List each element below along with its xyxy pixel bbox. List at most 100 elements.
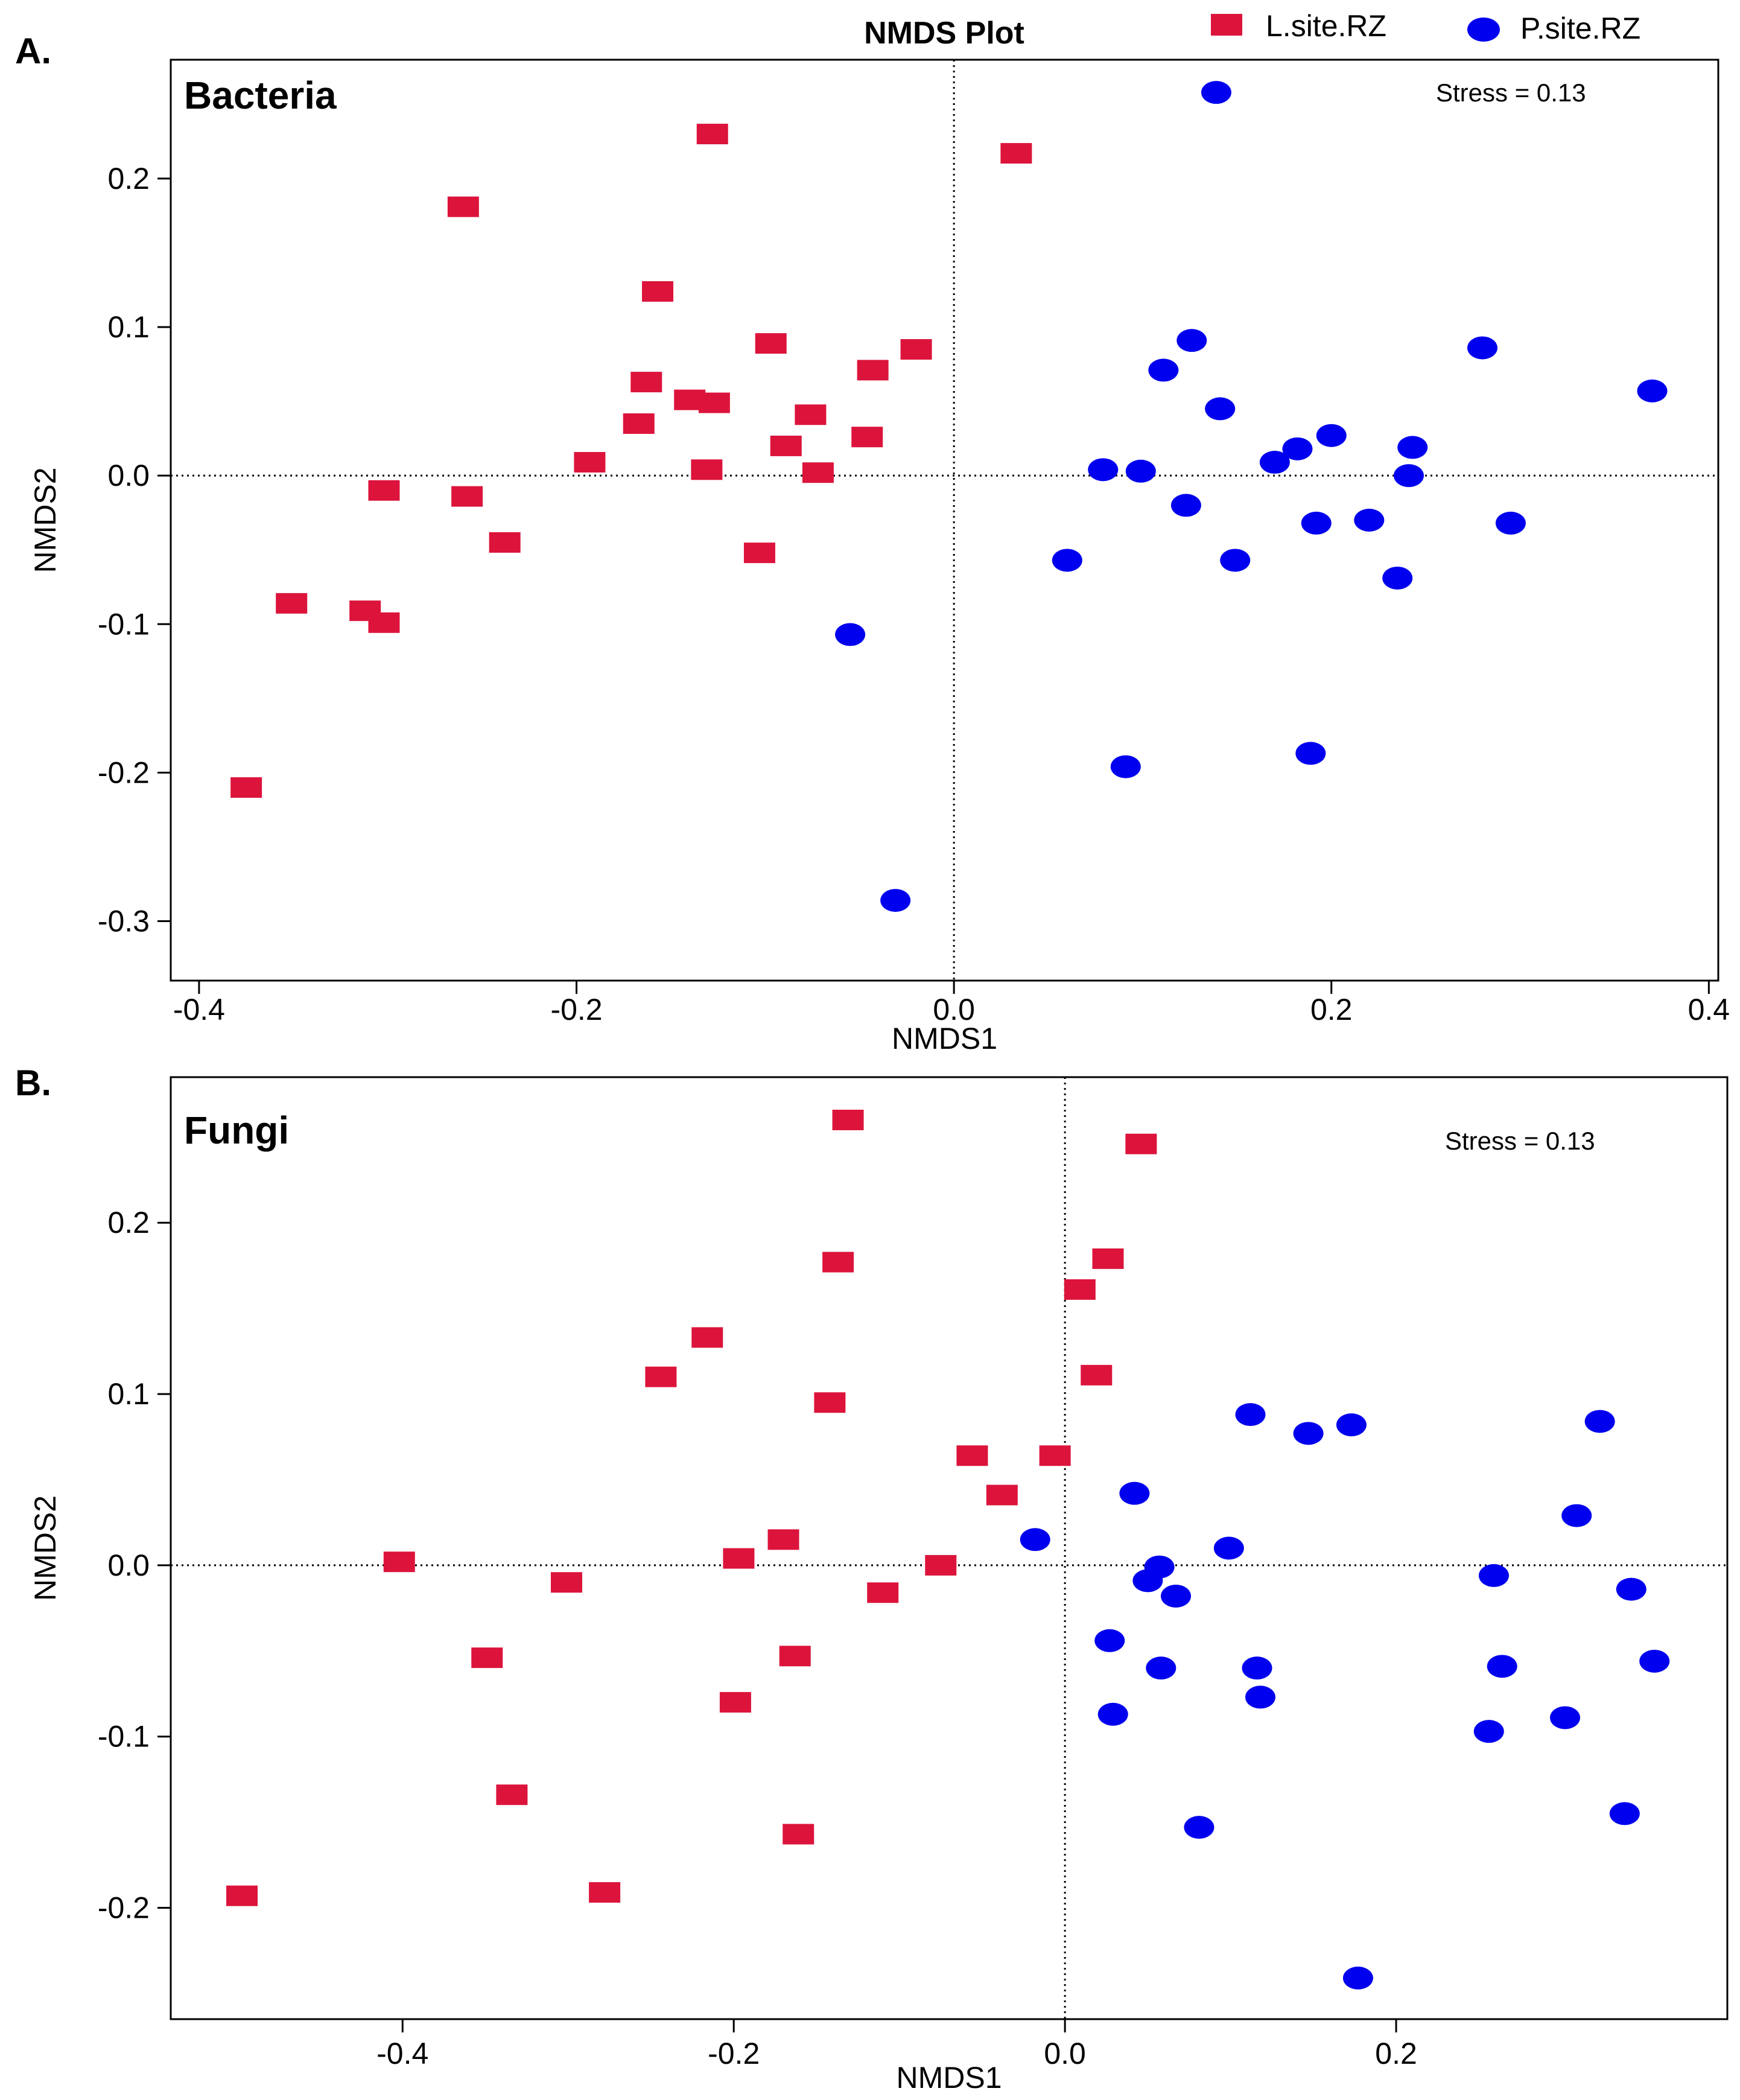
data-point-square <box>489 532 521 553</box>
y-tick-label: -0.2 <box>98 1891 150 1925</box>
data-point-square <box>822 1252 854 1273</box>
panel-fungi: -0.4 -0.2 0.0 0.2 -0.2 -0.1 0.0 0.1 0.2 NMDS1 NMDS… <box>15 1063 1729 2095</box>
data-point-square <box>867 1582 899 1603</box>
x-tick-label: 0.2 <box>1310 993 1353 1026</box>
data-point-circle <box>1020 1528 1050 1551</box>
data-point-square <box>691 459 723 480</box>
data-point-square <box>719 1691 751 1713</box>
data-point-circle <box>1342 1966 1373 1990</box>
data-point-circle <box>1609 1802 1640 1825</box>
data-point-square <box>471 1647 503 1669</box>
data-point-circle <box>1125 459 1156 483</box>
data-point-circle <box>1259 451 1290 474</box>
y-tick-label: -0.1 <box>98 607 150 641</box>
data-point-square <box>630 372 662 393</box>
panel-bacteria: -0.4 -0.2 0.0 0.2 0.4 -0.3 -0.2 -0.1 0.0 0.1 0.2 NM… <box>15 31 1730 1055</box>
data-point-square <box>956 1445 988 1466</box>
data-point-square <box>900 339 932 360</box>
y-tick-label: 0.0 <box>107 459 150 492</box>
data-point-circle <box>1242 1656 1272 1680</box>
data-point-circle <box>835 623 866 646</box>
data-point-square <box>767 1529 799 1550</box>
data-point-circle <box>1487 1655 1517 1678</box>
y-axis-label: NMDS2 <box>28 1495 62 1601</box>
y-tick-label: 0.2 <box>107 162 150 196</box>
data-point-square <box>276 593 308 614</box>
data-point-square <box>743 542 775 564</box>
panel-title: Fungi <box>184 1109 289 1152</box>
data-point-square <box>857 360 889 381</box>
data-point-square <box>1039 1445 1071 1466</box>
data-point-circle <box>1094 1629 1125 1652</box>
data-point-circle <box>1110 755 1141 778</box>
data-point-circle <box>1382 566 1413 590</box>
data-point-square <box>642 281 674 302</box>
x-axis-label: NMDS1 <box>896 2061 1002 2095</box>
x-tick-label: -0.2 <box>550 993 602 1026</box>
data-point-square <box>696 124 728 145</box>
data-point-square <box>1081 1364 1113 1386</box>
data-point-circle <box>1170 494 1201 517</box>
data-point-square <box>1000 143 1032 164</box>
data-point-square <box>770 435 802 456</box>
data-point-circle <box>1397 436 1428 459</box>
data-point-square <box>925 1554 957 1576</box>
data-point-square <box>802 462 834 483</box>
panel-title: Bacteria <box>184 74 337 117</box>
x-tick-label: -0.4 <box>173 993 225 1026</box>
data-point-square <box>779 1646 811 1667</box>
data-point-circle <box>1316 424 1347 447</box>
data-point-circle <box>1394 464 1424 488</box>
data-point-square <box>795 404 827 425</box>
y-tick-label: -0.1 <box>98 1720 150 1754</box>
y-tick-label: 0.0 <box>107 1548 150 1582</box>
data-point-circle <box>1473 1720 1504 1743</box>
x-tick-label: 0.2 <box>1375 2037 1417 2070</box>
data-point-square <box>383 1551 415 1573</box>
data-point-square <box>723 1548 755 1569</box>
data-point-square <box>589 1882 621 1903</box>
x-tick-label: 0.0 <box>1044 2037 1086 2070</box>
legend: L.site.RZ P.site.RZ <box>1211 9 1640 45</box>
data-point-square <box>783 1824 814 1845</box>
data-point-circle <box>1282 437 1313 460</box>
data-point-square <box>691 1327 723 1348</box>
data-point-square <box>851 427 883 448</box>
x-tick-label: 0.4 <box>1688 993 1730 1026</box>
data-point-square <box>451 486 483 507</box>
data-point-square <box>986 1484 1018 1506</box>
data-point-circle <box>1161 1584 1192 1608</box>
data-point-circle <box>1235 1403 1266 1427</box>
data-point-square <box>698 392 730 413</box>
data-point-circle <box>1245 1685 1275 1709</box>
stress-annotation: Stress = 0.13 <box>1445 1127 1595 1155</box>
data-point-circle <box>1144 1555 1175 1579</box>
data-point-circle <box>1220 549 1251 572</box>
data-point-square <box>645 1366 677 1387</box>
data-point-circle <box>1354 509 1385 532</box>
data-point-circle <box>1148 358 1179 382</box>
legend-marker-square <box>1211 14 1242 36</box>
data-point-square <box>368 480 400 501</box>
data-point-circle <box>1495 511 1526 535</box>
y-tick-label: -0.3 <box>98 905 150 938</box>
data-point-square <box>1125 1133 1157 1154</box>
y-tick-label: 0.2 <box>107 1206 150 1239</box>
data-point-circle <box>1584 1410 1615 1433</box>
data-point-circle <box>1205 397 1236 421</box>
data-point-circle <box>1201 81 1231 104</box>
data-point-circle <box>1097 1702 1128 1726</box>
y-tick-label: 0.1 <box>107 310 150 344</box>
data-point-circle <box>1301 511 1332 535</box>
data-point-circle <box>1052 549 1082 572</box>
data-point-circle <box>1184 1816 1215 1839</box>
data-point-circle <box>1213 1536 1244 1560</box>
data-point-circle <box>1176 329 1207 352</box>
panel-label: A. <box>15 31 51 71</box>
y-axis-label: NMDS2 <box>28 467 62 573</box>
panel-label: B. <box>15 1063 51 1103</box>
data-point-circle <box>1616 1577 1646 1601</box>
data-point-square <box>1064 1279 1096 1300</box>
data-point-square <box>1092 1248 1124 1269</box>
data-point-square <box>832 1109 864 1130</box>
